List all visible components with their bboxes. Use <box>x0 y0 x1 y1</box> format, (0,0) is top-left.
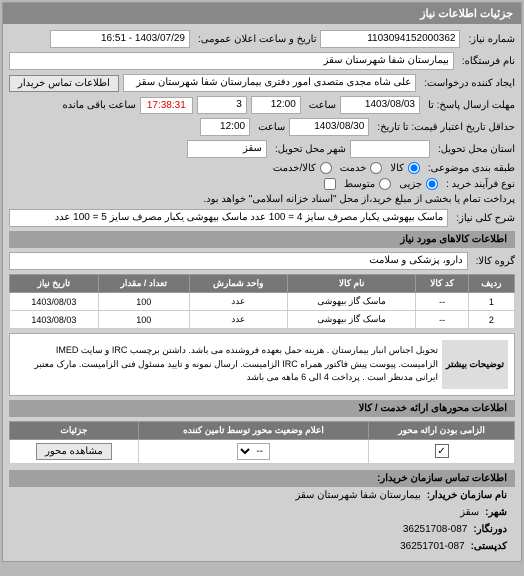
org-label: نام سازمان خریدار: <box>427 490 507 501</box>
buy-opt1: جزیی <box>395 179 422 190</box>
axis-header: اطلاعات محورهای ارائه خدمت / کالا <box>9 400 515 417</box>
cell-unit: عدد <box>189 311 287 329</box>
status-select[interactable]: -- <box>237 443 270 460</box>
buy-radio-medium[interactable] <box>379 178 391 190</box>
remaining-days: 3 <box>197 96 247 114</box>
postcode-value: 36251701-087 <box>400 541 465 552</box>
time-label-2: ساعت <box>254 122 285 133</box>
cell-qty: 100 <box>98 293 189 311</box>
axis-row: -- مشاهده محور <box>10 439 515 463</box>
announce-label: تاریخ و ساعت اعلان عمومی: <box>194 34 317 45</box>
remaining-suffix: ساعت باقی مانده <box>58 100 135 111</box>
group-label: گروه کالا: <box>472 256 515 267</box>
cell-code: -- <box>416 293 468 311</box>
cell-unit: عدد <box>189 293 287 311</box>
requester-label: ایجاد کننده درخواست: <box>420 78 515 89</box>
goods-header: اطلاعات کالاهای مورد نیاز <box>9 231 515 248</box>
goods-table: ردیف کد کالا نام کالا واحد شمارش تعداد /… <box>9 274 515 329</box>
contact-header: اطلاعات تماس سازمان خریدار: <box>9 470 515 487</box>
col-name: نام کالا <box>287 275 416 293</box>
form-body: شماره نیاز: 1103094152000362 تاریخ و ساع… <box>3 24 521 561</box>
delivery-city-value: سقز <box>187 140 267 158</box>
table-row: 1--ماسک گاز بیهوشیعدد1001403/08/03 <box>10 293 515 311</box>
requester-value: علی شاه مجدی متصدی امور دفتری بیمارستان … <box>123 74 416 92</box>
treasury-checkbox[interactable] <box>324 178 336 190</box>
deadline-date: 1403/08/03 <box>340 96 420 114</box>
demand-radio-service[interactable] <box>370 162 382 174</box>
col-qty: تعداد / مقدار <box>98 275 189 293</box>
demand-opt2: خدمت <box>336 163 367 174</box>
contact-buyer-button[interactable]: اطلاعات تماس خریدار <box>9 75 119 92</box>
col-unit: واحد شمارش <box>189 275 287 293</box>
col-code: کد کالا <box>416 275 468 293</box>
request-no-label: شماره نیاز: <box>464 34 515 45</box>
cell-qty: 100 <box>98 311 189 329</box>
cell-n: 2 <box>468 311 514 329</box>
col-row: ردیف <box>468 275 514 293</box>
fax-value: 36251708-087 <box>403 524 468 535</box>
axis-col-status: اعلام وضعیت محور توسط تامین کننده <box>138 421 368 439</box>
buyer-label: نام فرستگاه: <box>458 56 515 67</box>
cell-code: -- <box>416 311 468 329</box>
buy-radio-minor[interactable] <box>426 178 438 190</box>
deadline-time: 12:00 <box>251 96 301 114</box>
desc-label: توضیحات بیشتر <box>442 340 508 389</box>
delivery-city-label: شهر محل تحویل: <box>271 144 346 155</box>
delivery-province-value <box>350 140 430 158</box>
title-text: ماسک بیهوشی یکبار مصرف سایز 4 = 100 عدد … <box>9 209 448 227</box>
col-date: تاریخ نیاز <box>10 275 99 293</box>
countdown-timer: 17:38:31 <box>140 97 193 114</box>
demand-radio-goods[interactable] <box>408 162 420 174</box>
buy-opt2: متوسط <box>340 179 375 190</box>
time-label-1: ساعت <box>305 100 336 111</box>
axis-table: الزامی بودن ارائه محور اعلام وضعیت محور … <box>9 421 515 464</box>
city-value: سقز <box>460 507 479 518</box>
cell-name: ماسک گاز بیهوشی <box>287 293 416 311</box>
demand-opt1: کالا <box>386 163 404 174</box>
deadline-label: مهلت ارسال پاسخ: تا <box>424 100 515 111</box>
table-row: 2--ماسک گاز بیهوشیعدد1001403/08/03 <box>10 311 515 329</box>
delivery-province-label: استان محل تحویل: <box>434 144 515 155</box>
demand-radio-both[interactable] <box>320 162 332 174</box>
axis-col-mandatory: الزامی بودن ارائه محور <box>369 421 515 439</box>
mandatory-check-icon <box>435 444 449 458</box>
axis-col-details: جزئیات <box>10 421 139 439</box>
desc-text: تحویل اجناس انبار بیمارستان . هزینه حمل … <box>16 340 442 389</box>
cell-name: ماسک گاز بیهوشی <box>287 311 416 329</box>
postcode-label: کدپستی: <box>471 541 507 552</box>
buy-type-label: نوع فرآیند خرید : <box>442 179 515 190</box>
description-box: توضیحات بیشتر تحویل اجناس انبار بیمارستا… <box>9 333 515 396</box>
min-valid-date: 1403/08/30 <box>289 118 369 136</box>
request-no-value: 1103094152000362 <box>320 30 460 48</box>
title-label: شرح کلی نیاز: <box>452 213 515 224</box>
city-label: شهر: <box>485 507 507 518</box>
fax-label: دورنگار: <box>473 524 507 535</box>
buy-note: پرداخت تمام یا بخشی از مبلغ خرید،از محل … <box>199 194 515 205</box>
min-valid-label: حداقل تاریخ اعتبار قیمت: تا تاریخ: <box>373 122 515 133</box>
group-value: دارو، پزشکی و سلامت <box>9 252 468 270</box>
demand-opt3: کالا/خدمت <box>269 163 316 174</box>
cell-n: 1 <box>468 293 514 311</box>
cell-date: 1403/08/03 <box>10 293 99 311</box>
org-value: بیمارستان شفا شهرستان سقز <box>295 490 420 501</box>
announce-value: 1403/07/29 - 16:51 <box>50 30 190 48</box>
main-panel: جزئیات اطلاعات نیاز شماره نیاز: 11030941… <box>2 2 522 562</box>
panel-title: جزئیات اطلاعات نیاز <box>3 3 521 24</box>
view-axis-button[interactable]: مشاهده محور <box>36 443 112 460</box>
cell-date: 1403/08/03 <box>10 311 99 329</box>
buyer-value: بیمارستان شفا شهرستان سقز <box>9 52 454 70</box>
demand-type-label: طبقه بندی موضوعی: <box>424 163 515 174</box>
min-valid-time: 12:00 <box>200 118 250 136</box>
